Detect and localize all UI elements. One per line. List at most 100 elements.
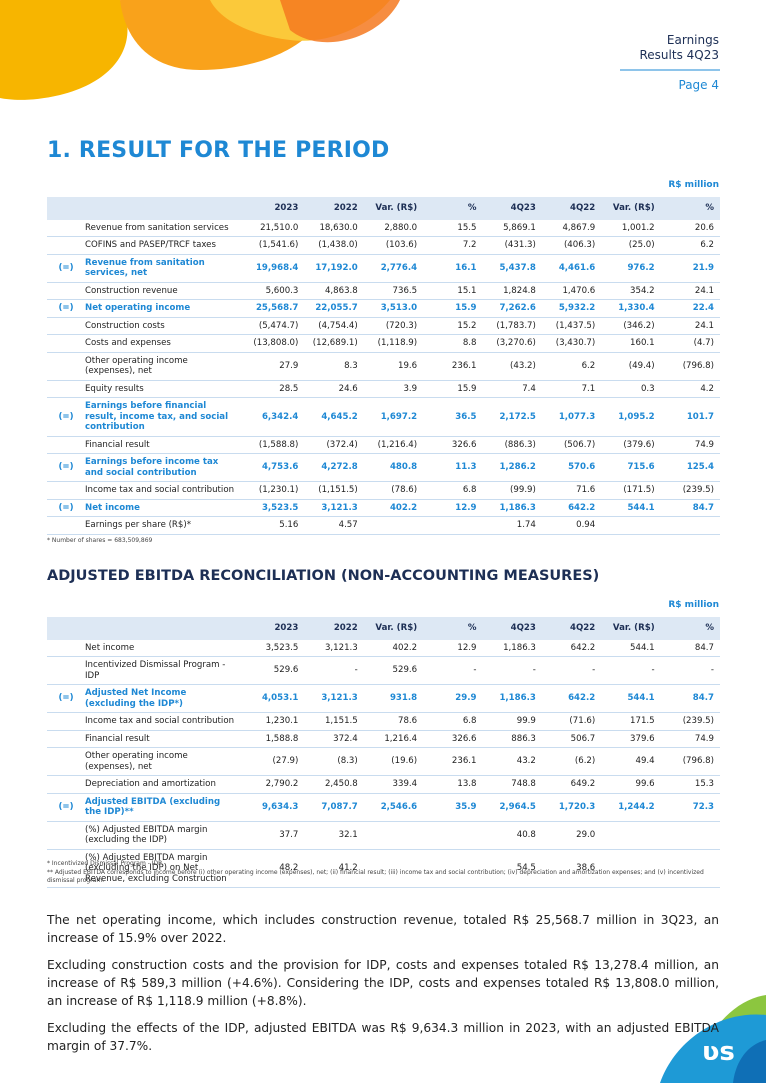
cell: (49.4) [601,352,661,381]
cell: 19,968.4 [245,254,305,283]
column-header: % [423,197,483,220]
row-label: Depreciation and amortization [85,775,245,794]
cell: (1,151.5) [304,481,364,500]
table-row: (=) Earnings before income tax and social… [47,453,720,482]
logo: ʋs [702,1037,735,1067]
cell: 1,244.2 [601,793,661,822]
cell: 12.9 [423,499,483,517]
cell: 2,450.8 [304,775,364,794]
cell: 1,470.6 [541,282,602,300]
row-label: Adjusted EBITDA (excluding the IDP)** [85,793,245,822]
cell: 7.1 [541,380,602,398]
row-label: Earnings per share (R$)* [85,516,245,535]
cell [660,516,720,535]
cell: 4,272.8 [304,453,364,482]
cell: 1,330.4 [601,299,661,318]
column-header: % [660,197,720,220]
cell: 48.2 [245,849,305,888]
row-label: Financial result [85,730,245,748]
cell: 236.1 [423,352,483,381]
cell: 6.2 [541,352,602,381]
cell: 17,192.0 [304,254,364,283]
cell [423,516,483,535]
cell: (4,754.4) [304,317,364,335]
cell: (406.3) [541,236,602,255]
row-marker [47,219,85,237]
cell: 1,151.5 [304,712,364,731]
cell: 4.57 [304,516,364,535]
paragraph: Excluding construction costs and the pro… [47,958,719,1008]
cell: (27.9) [245,747,305,776]
cell [601,821,661,850]
row-marker [47,334,85,353]
row-label: Costs and expenses [85,334,245,353]
cell: 5.16 [245,516,305,535]
header-cell [47,617,85,640]
column-header: Var. (R$) [363,617,424,640]
header-cell [85,617,245,640]
cell: 642.2 [541,684,602,713]
cell: 3.9 [363,380,424,398]
cell: 1,077.3 [541,397,602,437]
header-row: 2023 2022 Var. (R$)% 4Q23 4Q22 Var. (R$)% [47,197,720,220]
cell: (8.3) [304,747,364,776]
cell: 642.2 [541,639,602,657]
row-label: Income tax and social contribution [85,712,245,731]
cell: 15.3 [660,775,720,794]
cell: (1,588.8) [245,436,305,454]
cell: 24.1 [660,282,720,300]
row-marker [47,282,85,300]
row-label: Net income [85,639,245,657]
section-title: 1. RESULT FOR THE PERIOD [47,138,390,163]
cell: 2,880.0 [363,219,424,237]
cell: 529.6 [245,656,305,685]
header-cell [47,197,85,220]
table-row: (=) Adjusted Net Income (excluding the ID… [47,684,720,713]
footnotes: * Number of shares = 683,509,869 [47,537,719,546]
page-number: Page 4 [678,78,720,92]
header-line: Results 4Q23 [639,48,720,62]
row-label: (%) Adjusted EBITDA margin (excluding th… [85,821,245,850]
cell: 6.8 [423,481,483,500]
row-label: Earnings before financial result, income… [85,397,245,437]
cell: 7,262.6 [482,299,542,318]
cell: - [482,656,542,685]
column-header: 2022 [304,617,364,640]
cell: 6,342.4 [245,397,305,437]
section-title: ADJUSTED EBITDA RECONCILIATION (NON-ACCO… [47,568,600,584]
cell: 1,001.2 [601,219,661,237]
cell: (1,118.9) [363,334,424,353]
cell: (1,230.1) [245,481,305,500]
cell: 29.0 [541,821,602,850]
cell: 18,630.0 [304,219,364,237]
cell [363,849,424,888]
shape [733,1040,766,1083]
column-header: % [423,617,483,640]
column-header: Var. (R$) [601,197,661,220]
cell: (506.7) [541,436,602,454]
cell: 8.3 [304,352,364,381]
row-marker [47,436,85,454]
cell: (720.3) [363,317,424,335]
row-marker [47,712,85,731]
cell: 99.9 [482,712,542,731]
cell: 15.1 [423,282,483,300]
cell: 354.2 [601,282,661,300]
table-row: (%) Adjusted EBITDA margin (excluding th… [47,821,720,850]
table-row: Financial result (1,588.8) (372.4) (1,216.4… [47,436,720,454]
cell [423,821,483,850]
row-marker [47,236,85,255]
cell: (1,541.6) [245,236,305,255]
cell [363,516,424,535]
row-label: Equity results [85,380,245,398]
cell: (6.2) [541,747,602,776]
column-header: Var. (R$) [601,617,661,640]
cell: 339.4 [363,775,424,794]
table-row: Other operating income (expenses), net (2… [47,747,720,776]
cell: (103.6) [363,236,424,255]
column-header: 4Q22 [541,197,602,220]
table-row: Other operating income (expenses), net 27… [47,352,720,381]
table-row: Equity results 28.5 24.6 3.9 15.9 7.4 7.1 0.3 4.… [47,380,720,398]
row-marker: (=) [47,453,85,482]
cell: 15.2 [423,317,483,335]
